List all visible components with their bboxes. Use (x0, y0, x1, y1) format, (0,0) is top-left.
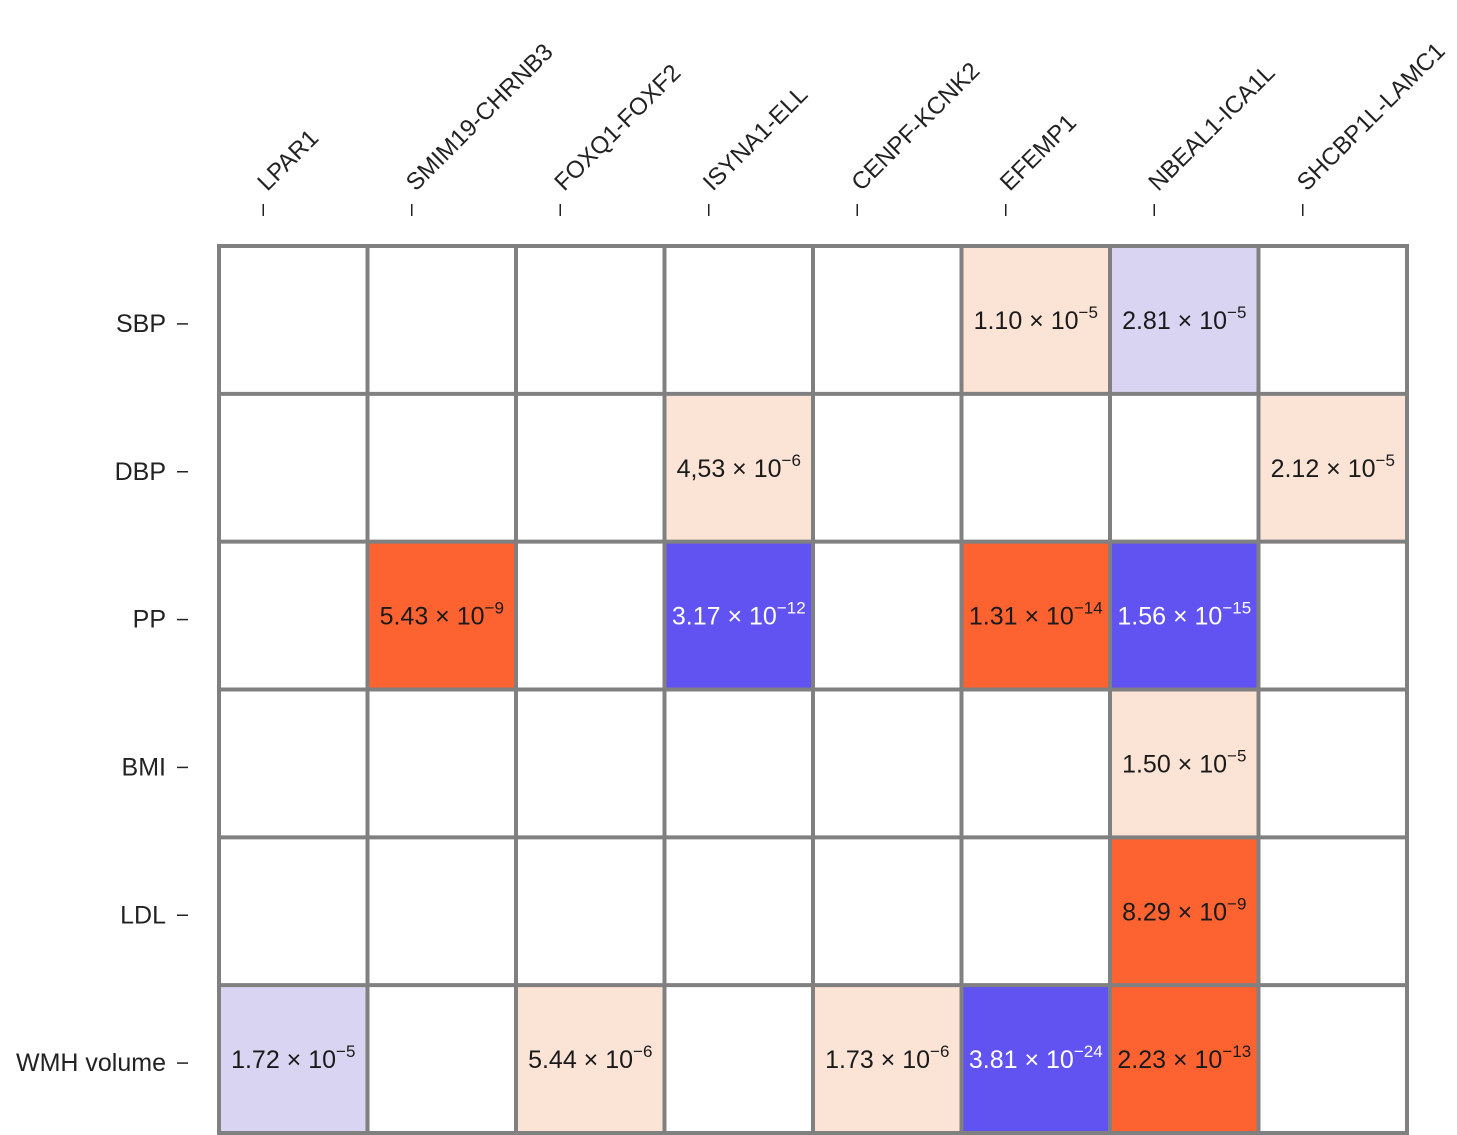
cell-value-label: 5.43 × 10−9 (380, 599, 504, 631)
row-label-dbp: DBP (115, 458, 166, 486)
cell-value-label: 8.29 × 10−9 (1122, 894, 1246, 926)
cell-value-label: 1.56 × 10−15 (1117, 599, 1251, 631)
heatmap-cell-sbp-nbeal1-ica1l (1110, 246, 1259, 394)
heatmap-cell-wmh-volume-cenpf-kcnk2 (813, 985, 962, 1133)
heatmap-cell-bmi-nbeal1-ica1l (1110, 689, 1259, 838)
column-label-lpar1: LPAR1 (252, 125, 324, 197)
heatmap-cell-sbp-efemp1 (961, 246, 1110, 394)
column-label-efemp1: EFEMP1 (995, 109, 1082, 196)
cell-value-label: 2.23 × 10−13 (1117, 1042, 1251, 1074)
cell-value-label: 1.50 × 10−5 (1122, 746, 1246, 778)
row-label-wmh-volume: WMH volume (16, 1049, 166, 1077)
heatmap-cell-pp-efemp1 (961, 541, 1110, 690)
heatmap-cell-wmh-volume-nbeal1-ica1l (1110, 985, 1259, 1133)
column-label-smim19-chrnb3: SMIM19-CHRNB3 (401, 39, 559, 197)
heatmap-cell-pp-smim19-chrnb3 (367, 541, 516, 690)
cell-value-label: 1.31 × 10−14 (969, 599, 1103, 631)
cell-value-label: 2.81 × 10−5 (1122, 303, 1246, 335)
row-label-sbp: SBP (116, 310, 166, 338)
column-label-shcbp1l-lamc1: SHCBP1L-LAMC1 (1292, 38, 1451, 197)
cell-value-label: 1.72 × 10−5 (231, 1042, 355, 1074)
heatmap-cell-dbp-isyna1-ell (664, 393, 813, 542)
heatmap-cell-pp-isyna1-ell (664, 541, 813, 690)
heatmap-cell-wmh-volume-foxq1-foxf2 (516, 985, 665, 1133)
cell-value-label: 3.17 × 10−12 (672, 599, 806, 631)
column-label-cenpf-kcnk2: CENPF-KCNK2 (846, 57, 985, 196)
row-label-pp: PP (133, 606, 166, 634)
heatmap-cell-pp-nbeal1-ica1l (1110, 541, 1259, 690)
cell-value-label: 5.44 × 10−6 (528, 1042, 652, 1074)
column-label-isyna1-ell: ISYNA1-ELL (698, 81, 813, 196)
heatmap-cell-dbp-shcbp1l-lamc1 (1258, 393, 1407, 542)
heatmap-cell-wmh-volume-lpar1 (219, 985, 368, 1133)
heatmap-cell-ldl-nbeal1-ica1l (1110, 837, 1259, 986)
column-label-nbeal1-ica1l: NBEAL1-ICA1L (1143, 59, 1280, 196)
grid-lines (217, 244, 1409, 1135)
row-label-ldl: LDL (120, 901, 166, 929)
cell-value-label: 3.81 × 10−24 (969, 1042, 1103, 1074)
cell-value-label: 2.12 × 10−5 (1271, 451, 1395, 483)
row-label-bmi: BMI (122, 753, 166, 781)
cell-value-label: 4,53 × 10−6 (677, 451, 801, 483)
column-label-foxq1-foxf2: FOXQ1-FOXF2 (549, 59, 686, 196)
cell-value-label: 1.73 × 10−6 (825, 1042, 949, 1074)
cell-value-label: 1.10 × 10−5 (974, 303, 1098, 335)
heatmap-cell-wmh-volume-efemp1 (961, 985, 1110, 1133)
row-labels: SBP DBP PP BMI LDL WMH volume (16, 310, 188, 1077)
